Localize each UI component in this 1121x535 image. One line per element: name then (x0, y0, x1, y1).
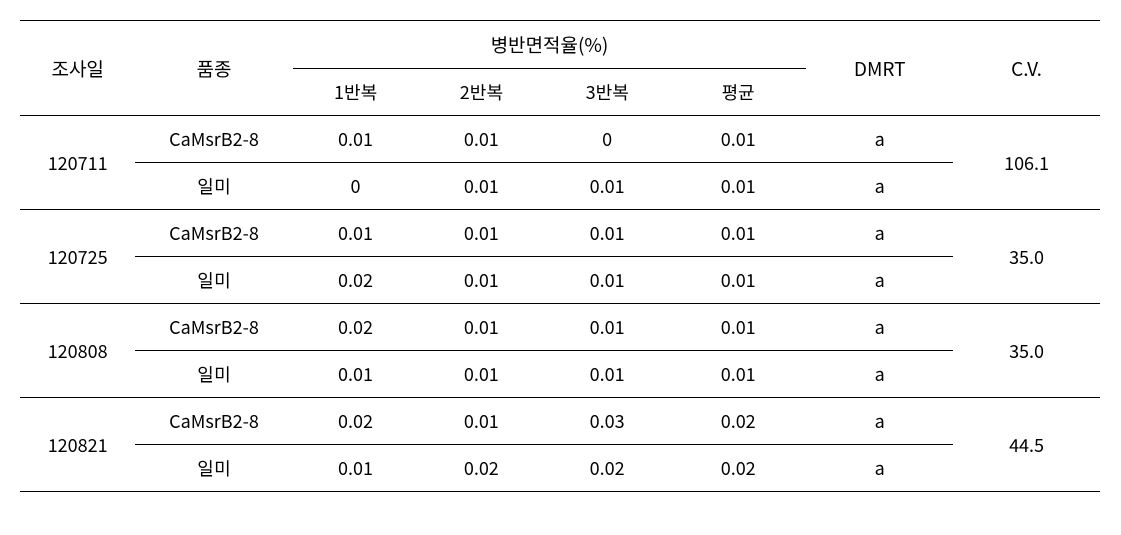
cell-dmrt: a (806, 163, 953, 210)
header-r2: 2반복 (418, 69, 544, 116)
table-row: 일미0.010.010.010.01a (20, 351, 1100, 398)
cell-variety: CaMsrB2-8 (135, 210, 292, 257)
cell-dmrt: a (806, 445, 953, 492)
cell-avg: 0.01 (670, 304, 806, 351)
table-header: 조사일 품종 병반면적율(%) DMRT C.V. 1반복 2반복 3반복 평균 (20, 21, 1100, 116)
cell-r3: 0.01 (544, 210, 670, 257)
header-cv: C.V. (953, 21, 1100, 116)
cell-r2: 0.01 (418, 351, 544, 398)
cell-r1: 0.01 (293, 445, 419, 492)
cell-r3: 0.02 (544, 445, 670, 492)
cell-dmrt: a (806, 257, 953, 304)
cell-variety: CaMsrB2-8 (135, 116, 292, 163)
cell-avg: 0.02 (670, 398, 806, 445)
table-row: 120808CaMsrB2-80.020.010.010.01a35.0 (20, 304, 1100, 351)
cell-r1: 0.01 (293, 210, 419, 257)
header-dmrt: DMRT (806, 21, 953, 116)
header-avg: 평균 (670, 69, 806, 116)
cell-r1: 0.02 (293, 304, 419, 351)
cell-cv: 106.1 (953, 116, 1100, 210)
cell-avg: 0.01 (670, 351, 806, 398)
cell-dmrt: a (806, 398, 953, 445)
cell-variety: 일미 (135, 163, 292, 210)
cell-r3: 0.03 (544, 398, 670, 445)
header-date: 조사일 (20, 21, 135, 116)
cell-avg: 0.01 (670, 116, 806, 163)
cell-r2: 0.01 (418, 116, 544, 163)
cell-r1: 0.01 (293, 351, 419, 398)
header-group: 병반면적율(%) (293, 21, 807, 69)
header-row-1: 조사일 품종 병반면적율(%) DMRT C.V. (20, 21, 1100, 69)
table-row: 120725CaMsrB2-80.010.010.010.01a35.0 (20, 210, 1100, 257)
cell-r3: 0.01 (544, 163, 670, 210)
cell-cv: 44.5 (953, 398, 1100, 492)
cell-avg: 0.01 (670, 257, 806, 304)
cell-variety: 일미 (135, 257, 292, 304)
cell-r1: 0.02 (293, 257, 419, 304)
header-r3: 3반복 (544, 69, 670, 116)
table-row: 일미0.020.010.010.01a (20, 257, 1100, 304)
cell-avg: 0.01 (670, 163, 806, 210)
cell-r1: 0 (293, 163, 419, 210)
table-row: 120711CaMsrB2-80.010.0100.01a106.1 (20, 116, 1100, 163)
header-variety: 품종 (135, 21, 292, 116)
cell-cv: 35.0 (953, 304, 1100, 398)
cell-r2: 0.01 (418, 257, 544, 304)
cell-dmrt: a (806, 304, 953, 351)
cell-r3: 0.01 (544, 304, 670, 351)
cell-variety: CaMsrB2-8 (135, 398, 292, 445)
data-table: 조사일 품종 병반면적율(%) DMRT C.V. 1반복 2반복 3반복 평균… (20, 20, 1100, 492)
cell-variety: CaMsrB2-8 (135, 304, 292, 351)
cell-dmrt: a (806, 210, 953, 257)
table-body: 120711CaMsrB2-80.010.0100.01a106.1일미00.0… (20, 116, 1100, 492)
cell-cv: 35.0 (953, 210, 1100, 304)
cell-r1: 0.01 (293, 116, 419, 163)
cell-variety: 일미 (135, 445, 292, 492)
table-row: 일미0.010.020.020.02a (20, 445, 1100, 492)
cell-date: 120821 (20, 398, 135, 492)
cell-avg: 0.02 (670, 445, 806, 492)
cell-dmrt: a (806, 116, 953, 163)
cell-date: 120808 (20, 304, 135, 398)
cell-r3: 0 (544, 116, 670, 163)
cell-r2: 0.02 (418, 445, 544, 492)
cell-r2: 0.01 (418, 304, 544, 351)
cell-date: 120725 (20, 210, 135, 304)
cell-r3: 0.01 (544, 351, 670, 398)
table-row: 120821CaMsrB2-80.020.010.030.02a44.5 (20, 398, 1100, 445)
cell-r2: 0.01 (418, 398, 544, 445)
cell-r1: 0.02 (293, 398, 419, 445)
cell-dmrt: a (806, 351, 953, 398)
header-r1: 1반복 (293, 69, 419, 116)
cell-avg: 0.01 (670, 210, 806, 257)
cell-date: 120711 (20, 116, 135, 210)
cell-r3: 0.01 (544, 257, 670, 304)
table-row: 일미00.010.010.01a (20, 163, 1100, 210)
cell-variety: 일미 (135, 351, 292, 398)
cell-r2: 0.01 (418, 163, 544, 210)
cell-r2: 0.01 (418, 210, 544, 257)
